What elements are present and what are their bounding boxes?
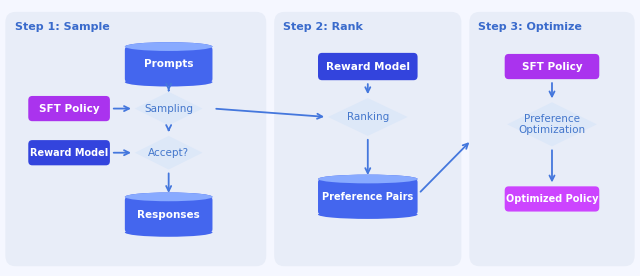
- Text: Preference: Preference: [524, 114, 580, 124]
- Text: Accept?: Accept?: [148, 148, 189, 158]
- Polygon shape: [328, 98, 408, 136]
- Text: Responses: Responses: [138, 210, 200, 220]
- Ellipse shape: [318, 175, 417, 183]
- Text: Optimization: Optimization: [518, 124, 586, 135]
- FancyBboxPatch shape: [469, 12, 635, 266]
- Ellipse shape: [318, 210, 417, 219]
- FancyBboxPatch shape: [318, 53, 417, 80]
- FancyBboxPatch shape: [505, 54, 599, 79]
- FancyBboxPatch shape: [5, 12, 266, 266]
- Polygon shape: [507, 102, 596, 146]
- Text: SFT Policy: SFT Policy: [522, 62, 582, 71]
- FancyBboxPatch shape: [125, 197, 212, 232]
- Ellipse shape: [125, 78, 212, 86]
- Text: Preference Pairs: Preference Pairs: [322, 192, 413, 202]
- FancyBboxPatch shape: [505, 186, 599, 212]
- Text: Ranking: Ranking: [347, 112, 389, 122]
- FancyBboxPatch shape: [274, 12, 461, 266]
- FancyBboxPatch shape: [318, 179, 417, 214]
- Polygon shape: [135, 92, 202, 125]
- FancyBboxPatch shape: [28, 140, 110, 165]
- Text: Step 1: Sample: Step 1: Sample: [15, 22, 110, 32]
- Text: Step 2: Rank: Step 2: Rank: [283, 22, 363, 32]
- Ellipse shape: [125, 192, 212, 201]
- Ellipse shape: [125, 228, 212, 237]
- Text: Optimized Policy: Optimized Policy: [506, 194, 598, 204]
- Polygon shape: [135, 136, 202, 169]
- Text: Step 3: Optimize: Step 3: Optimize: [478, 22, 582, 32]
- Text: SFT Policy: SFT Policy: [39, 104, 99, 114]
- FancyBboxPatch shape: [28, 96, 110, 121]
- FancyBboxPatch shape: [125, 47, 212, 82]
- Ellipse shape: [125, 42, 212, 51]
- Text: Sampling: Sampling: [144, 104, 193, 114]
- Text: Reward Model: Reward Model: [30, 148, 108, 158]
- Text: Prompts: Prompts: [144, 59, 193, 70]
- Ellipse shape: [125, 192, 212, 201]
- Ellipse shape: [318, 175, 417, 183]
- Text: Reward Model: Reward Model: [326, 62, 410, 71]
- Ellipse shape: [125, 42, 212, 51]
